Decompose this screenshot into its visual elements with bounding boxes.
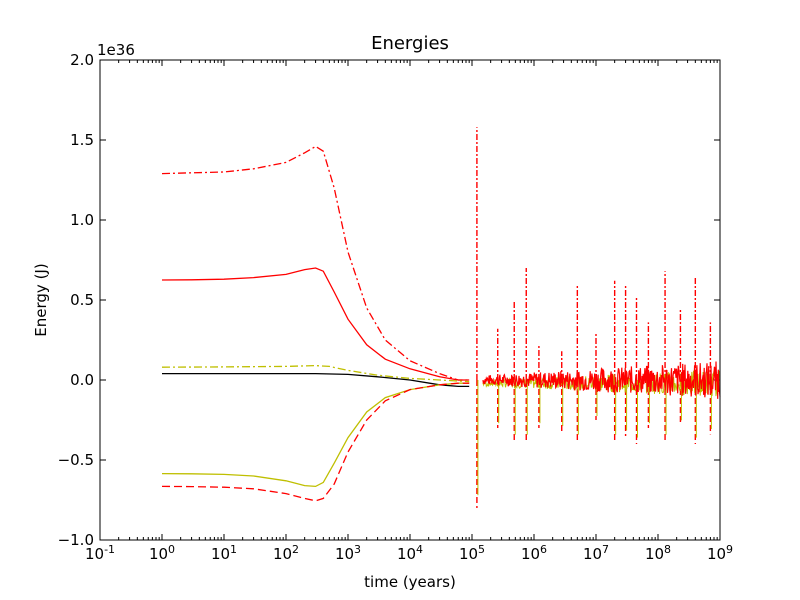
series-line-5 bbox=[161, 382, 470, 502]
spike-layer bbox=[476, 127, 721, 508]
y-tick-label: 1.0 bbox=[70, 211, 94, 229]
x-tick-label: 101 bbox=[211, 543, 237, 563]
y-tick-label: 1.5 bbox=[70, 131, 94, 149]
y-offset-label: 1e36 bbox=[97, 41, 135, 59]
x-tick-label: 100 bbox=[149, 543, 175, 563]
x-tick-label: 107 bbox=[583, 543, 609, 563]
series-line-1 bbox=[161, 267, 470, 381]
x-tick-label: 106 bbox=[521, 543, 547, 563]
plot-frame bbox=[99, 59, 721, 541]
axes-box bbox=[99, 59, 721, 541]
x-tick-label: 103 bbox=[335, 543, 361, 563]
x-tick-label: 104 bbox=[397, 543, 423, 563]
noise-band-red bbox=[482, 361, 721, 399]
series-line-2 bbox=[161, 364, 470, 383]
x-tick-label: 109 bbox=[707, 543, 733, 563]
series-line-4 bbox=[161, 382, 470, 488]
x-axis-label: time (years) bbox=[364, 573, 456, 591]
x-tick-label: 102 bbox=[273, 543, 299, 563]
y-tick-label: −0.5 bbox=[58, 451, 94, 469]
chart-title: Energies bbox=[371, 33, 449, 54]
y-tick-label: 0.0 bbox=[70, 371, 94, 389]
x-tick-label: 105 bbox=[459, 543, 485, 563]
y-tick-label: 0.5 bbox=[70, 291, 94, 309]
x-tick-label: 10-1 bbox=[85, 543, 115, 563]
series-layer bbox=[161, 145, 470, 502]
x-tick-label: 108 bbox=[645, 543, 671, 563]
series-line-3 bbox=[162, 372, 470, 388]
y-tick-label: 2.0 bbox=[70, 51, 94, 69]
series-line-0 bbox=[161, 145, 470, 381]
axis-ticks: 10-1 100 101 102 103 104 105 106 107 108 109 −1.0 −0… bbox=[58, 51, 733, 563]
y-axis-label: Energy (J) bbox=[32, 263, 50, 336]
y-tick-label: −1.0 bbox=[58, 531, 94, 549]
